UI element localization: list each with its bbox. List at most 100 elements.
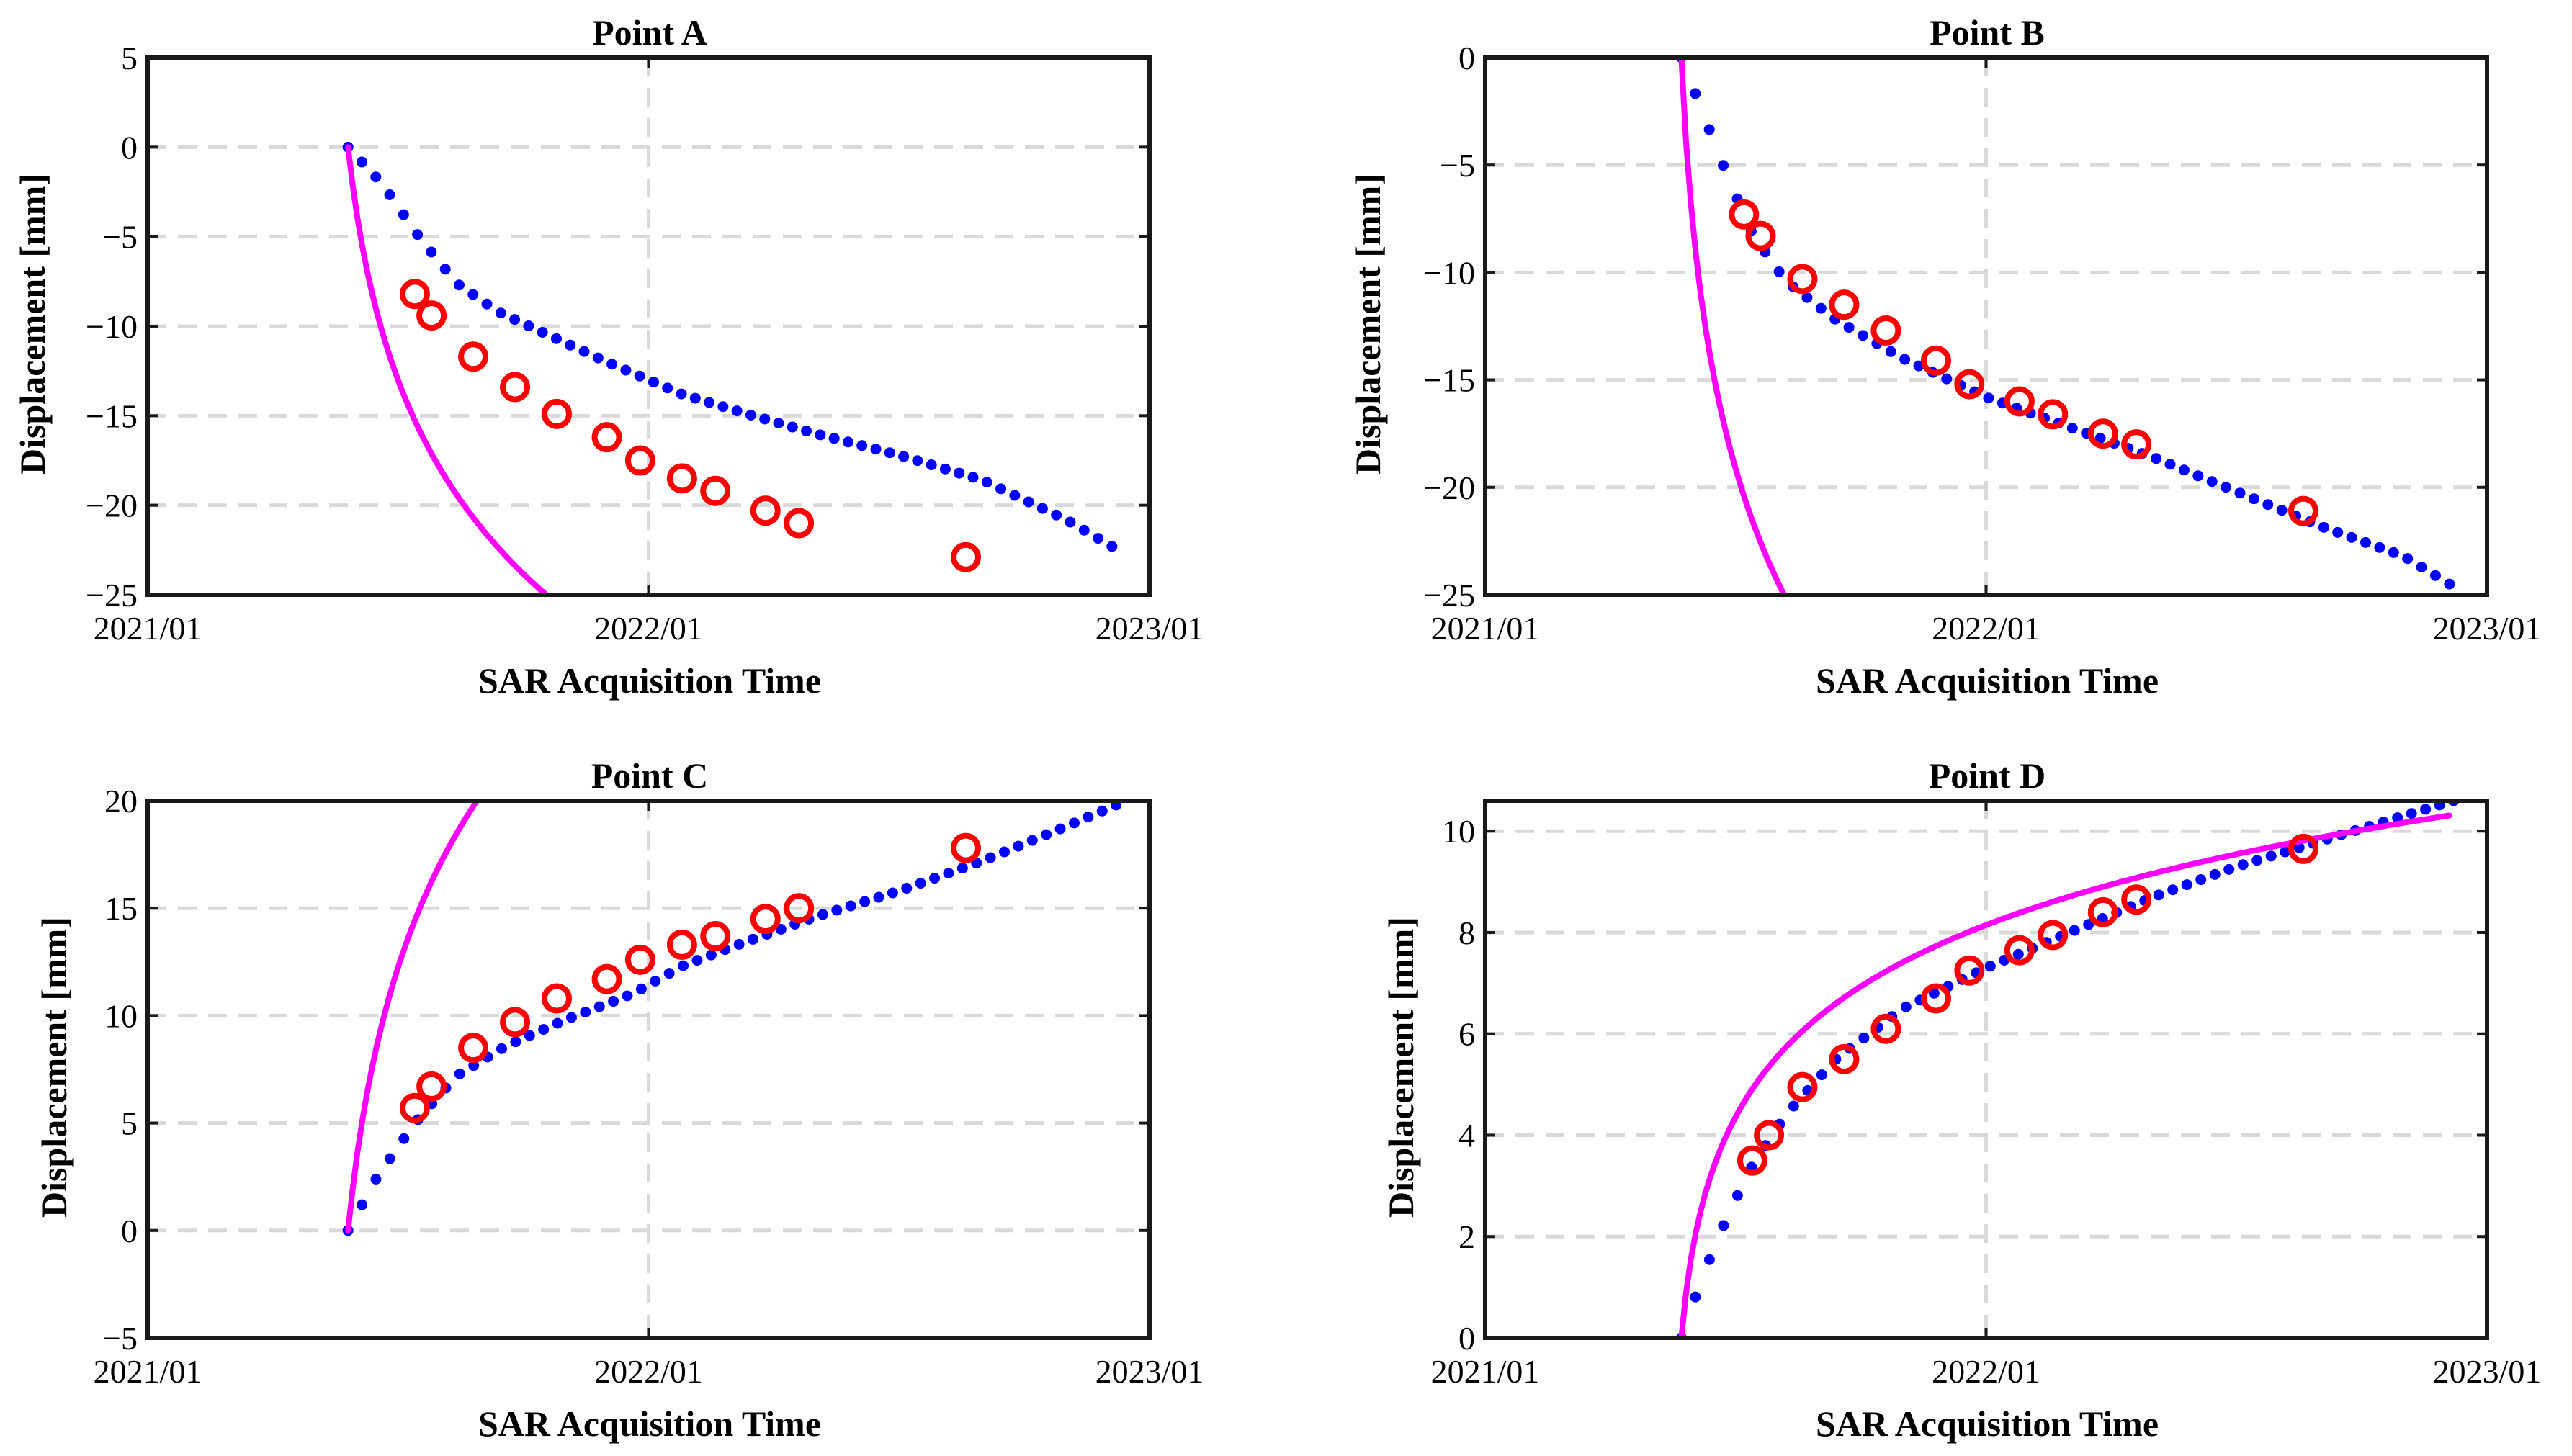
observed-point (859, 896, 871, 907)
sample-point (2038, 399, 2069, 430)
x-tick-label: 2021/01 (94, 1353, 202, 1390)
observed-point (384, 189, 395, 200)
sample-point (2038, 920, 2069, 951)
observed-point (1106, 541, 1118, 552)
sample-point (2004, 935, 2035, 966)
sample-point (416, 300, 447, 331)
y-tick-label: 10 (104, 997, 138, 1034)
observed-point (845, 900, 856, 912)
observed-point (2195, 874, 2207, 886)
observed-point (1858, 1032, 1870, 1043)
x-tick-label: 2023/01 (1095, 1353, 1204, 1390)
observed-point (2012, 948, 2024, 960)
sample-point (750, 904, 781, 935)
observed-point (842, 436, 853, 448)
observed-point (454, 1068, 465, 1079)
observed-point (787, 421, 798, 433)
observed-point (801, 426, 812, 437)
x-axis-label: SAR Acquisition Time (1816, 660, 2159, 701)
observed-point (2392, 812, 2403, 824)
observed-point (1718, 1220, 1729, 1231)
observed-point (2251, 855, 2263, 866)
observed-point (2153, 889, 2164, 901)
observed-point (1984, 961, 1996, 972)
y-tick-label: 0 (121, 1213, 138, 1249)
observed-point (2402, 553, 2414, 565)
observed-point (620, 364, 632, 376)
y-tick-label: −20 (1423, 469, 1475, 506)
observed-point (593, 1001, 605, 1012)
y-tick-label: −15 (1423, 362, 1475, 399)
observed-point (815, 429, 826, 441)
observed-point (995, 483, 1007, 495)
y-tick-label: −25 (86, 577, 138, 614)
panel-point-c: Point C SAR Acquisition Time Displacemen… (34, 755, 1204, 1444)
y-tick-label: 10 (1442, 813, 1475, 850)
observed-point (1857, 330, 1868, 341)
observed-point (552, 1017, 563, 1029)
observed-point (1900, 1001, 1912, 1012)
observed-point (2429, 570, 2441, 581)
sample-point (1870, 315, 1901, 346)
observed-point (2164, 459, 2176, 470)
observed-point (915, 878, 926, 889)
plot-area (342, 801, 1122, 1236)
y-tick-label: 6 (1458, 1016, 1475, 1053)
observed-point (2151, 453, 2162, 464)
observed-point (578, 346, 590, 357)
observed-point (704, 397, 715, 408)
observed-point (705, 949, 717, 961)
chart-title: Point C (591, 755, 709, 796)
sample-point (1787, 1071, 1818, 1102)
sample-point (458, 1033, 489, 1064)
observed-point (1703, 1254, 1715, 1265)
sample-point (784, 893, 815, 924)
observed-point (1041, 829, 1052, 840)
observed-point (2248, 493, 2259, 505)
sample-point (700, 920, 731, 951)
sample-point (1870, 1013, 1901, 1044)
observed-point (398, 209, 409, 220)
observed-point (398, 1133, 410, 1144)
chart-title: Point D (1929, 755, 2046, 796)
y-tick-label: 4 (1458, 1117, 1475, 1154)
sample-point (2087, 418, 2118, 449)
observed-point (691, 955, 703, 966)
observed-point (1093, 533, 1104, 544)
observed-point (357, 1199, 368, 1210)
observed-point (481, 298, 493, 310)
sample-point (950, 832, 981, 863)
observed-point (985, 852, 996, 863)
observed-point (2434, 801, 2445, 811)
sample-point (2087, 896, 2118, 927)
sample-point (666, 463, 697, 494)
y-axis-label: Displacement [mm] (34, 917, 74, 1218)
observed-point (999, 846, 1011, 858)
observed-point (2209, 868, 2221, 880)
observed-point (717, 401, 729, 413)
sample-point (541, 983, 572, 1014)
observed-point (1899, 354, 1911, 365)
observed-point (898, 451, 910, 462)
observed-point (1690, 1291, 1701, 1303)
observed-point (565, 1012, 577, 1023)
y-axis-label: Displacement [mm] (1348, 174, 1388, 475)
observed-point (1928, 987, 1940, 999)
plot-area (1675, 58, 2455, 595)
observed-point (2444, 578, 2455, 590)
observed-point (1690, 88, 1701, 99)
observed-point (745, 409, 756, 421)
panel-point-b: Point B SAR Acquisition Time Displacemen… (1348, 12, 2541, 701)
observed-point (1036, 503, 1048, 514)
observed-point (426, 246, 437, 258)
observed-point (1983, 392, 1994, 404)
observed-point (2234, 487, 2246, 499)
y-axis-label: Displacement [mm] (12, 174, 53, 475)
observed-point (1815, 302, 1827, 314)
sample-point (591, 963, 622, 994)
sample-point (624, 944, 655, 975)
observed-point (759, 413, 771, 425)
plot-area (342, 141, 1118, 595)
sample-point (1754, 1120, 1785, 1151)
